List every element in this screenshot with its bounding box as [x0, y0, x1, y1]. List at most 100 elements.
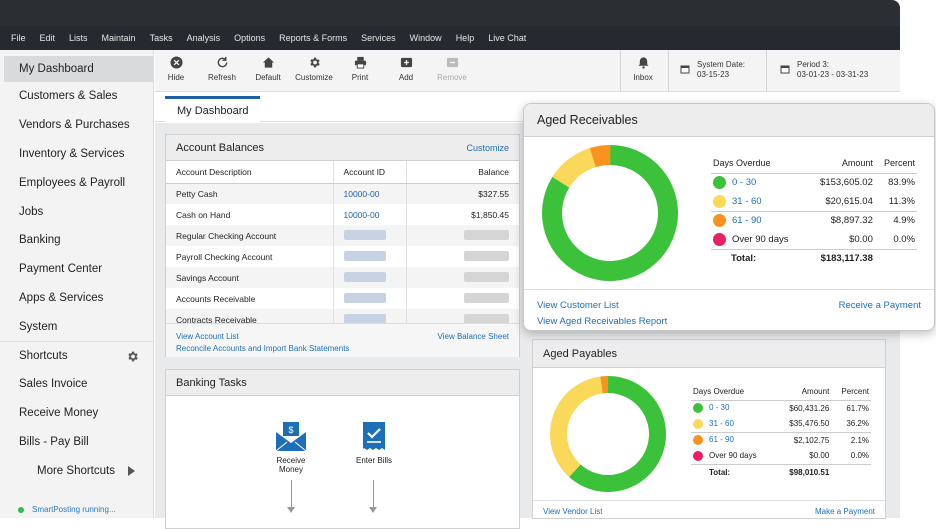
menu-analysis[interactable]: Analysis [186, 33, 221, 43]
add-folder-icon [400, 57, 412, 68]
account-description: Savings Account [166, 267, 334, 288]
arrow-down-icon [369, 507, 377, 513]
inbox-button[interactable]: Inbox [618, 50, 668, 92]
sidebar-item-customers-sales[interactable]: Customers & Sales [19, 90, 118, 103]
aging-bucket-label[interactable]: 31 - 60 [732, 195, 762, 207]
status-text: SmartPosting running... [32, 505, 116, 514]
more-shortcuts[interactable]: More Shortcuts [0, 456, 153, 485]
account-balance: $1,850.45 [471, 209, 509, 220]
customize-button[interactable]: Customize [289, 50, 339, 92]
toolbar-divider [766, 50, 767, 92]
menu-live-chat[interactable]: Live Chat [488, 33, 527, 43]
receive-money-task[interactable]: $ Receive Money [269, 422, 313, 474]
calendar-icon [680, 65, 690, 74]
view-balance-sheet-link[interactable]: View Balance Sheet [437, 332, 509, 341]
table-row[interactable]: 61 - 90 $8,897.32 4.9% [711, 211, 917, 230]
system-date-value: 03-15-23 [697, 70, 730, 79]
default-button[interactable]: Default [243, 50, 293, 92]
customize-link[interactable]: Customize [466, 142, 509, 153]
menu-services[interactable]: Services [361, 33, 396, 43]
menu-tasks[interactable]: Tasks [149, 33, 173, 43]
view-aged-receivables-report-link[interactable]: View Aged Receivables Report [537, 316, 668, 327]
aging-percent: 36.2% [846, 419, 869, 429]
sidebar-item-jobs[interactable]: Jobs [19, 205, 44, 218]
table-row[interactable]: Petty Cash 10000-00 $327.55 [166, 183, 519, 204]
remove-button[interactable]: Remove [427, 50, 477, 92]
menu-maintain[interactable]: Maintain [101, 33, 136, 43]
donut-slice-61---90 [600, 376, 608, 394]
make-payment-link[interactable]: Make a Payment [814, 507, 875, 516]
aged-receivables-table: Days Overdue Amount Percent 0 - 30 $153,… [711, 154, 917, 268]
menu-lists[interactable]: Lists [69, 33, 88, 43]
aging-percent: 11.3% [888, 195, 915, 207]
menu-options[interactable]: Options [234, 33, 266, 43]
home-icon [262, 57, 274, 68]
aging-bucket-label[interactable]: 0 - 30 [732, 177, 757, 189]
table-row[interactable]: 0 - 30 $153,605.02 83.9% [711, 173, 917, 192]
menu-file[interactable]: File [11, 33, 26, 43]
table-row[interactable]: 61 - 90 $2,102.75 2.1% [691, 432, 871, 448]
period-selector[interactable]: Period 3: 03-01-23 - 03-31-23 [780, 60, 868, 80]
table-row[interactable]: 31 - 60 $35,476.50 36.2% [691, 416, 871, 432]
view-account-list-link[interactable]: View Account List [176, 332, 239, 341]
receive-payment-link[interactable]: Receive a Payment [838, 300, 921, 311]
donut-slice-0---30 [569, 376, 666, 492]
total-label: Total: [709, 467, 731, 477]
aging-bucket-label[interactable]: 31 - 60 [709, 418, 734, 428]
account-id[interactable]: 10000-00 [333, 204, 407, 225]
donut-slice-31---60 [552, 148, 596, 188]
aging-percent: 83.9% [888, 177, 915, 189]
sidebar-item-payment-center[interactable]: Payment Center [19, 263, 103, 276]
panel-footer: View Account List View Balance Sheet Rec… [166, 323, 519, 357]
enter-bills-label: Enter Bills [355, 456, 392, 465]
menu-window[interactable]: Window [409, 33, 442, 43]
menu-edit[interactable]: Edit [39, 33, 56, 43]
account-description: Contracts Receivable [166, 309, 334, 323]
view-vendor-list-link[interactable]: View Vendor List [543, 507, 603, 516]
sidebar-item-my-dashboard[interactable]: My Dashboard [4, 56, 153, 82]
menu-help[interactable]: Help [455, 33, 475, 43]
aging-bucket-label[interactable]: 61 - 90 [732, 215, 762, 227]
hide-button[interactable]: Hide [151, 50, 201, 92]
table-row[interactable]: Over 90 days $0.00 0.0% [711, 230, 917, 249]
flow-arrow [291, 480, 292, 508]
table-row[interactable]: 31 - 60 $20,615.04 11.3% [711, 192, 917, 211]
table-row[interactable]: Payroll Checking Account [166, 246, 519, 267]
system-date[interactable]: System Date: 03-15-23 [680, 60, 745, 80]
account-table-wrapper: Account Description Account ID Balance P… [166, 161, 519, 323]
aging-amount: $2,102.75 [793, 435, 830, 445]
table-row[interactable]: Over 90 days $0.00 0.0% [691, 448, 871, 464]
print-button[interactable]: Print [335, 50, 385, 92]
add-button[interactable]: Add [381, 50, 431, 92]
reconcile-accounts-link[interactable]: Reconcile Accounts and Import Bank State… [176, 344, 350, 353]
table-row[interactable]: Cash on Hand 10000-00 $1,850.45 [166, 204, 519, 225]
sidebar-item-vendors-purchases[interactable]: Vendors & Purchases [19, 119, 130, 132]
shortcut-receive-money[interactable]: Receive Money [19, 407, 99, 420]
shortcut-bills-pay-bill[interactable]: Bills - Pay Bill [19, 435, 89, 448]
refresh-button[interactable]: Refresh [197, 50, 247, 92]
sidebar-item-employees-payroll[interactable]: Employees & Payroll [19, 176, 126, 189]
table-row[interactable]: Contracts Receivable [166, 309, 519, 323]
enter-bills-task[interactable]: Enter Bills [351, 422, 397, 465]
table-row[interactable]: 0 - 30 $60,431.26 61.7% [691, 400, 871, 416]
table-row[interactable]: Regular Checking Account [166, 225, 519, 246]
gear-icon[interactable] [126, 350, 139, 363]
shortcut-sales-invoice[interactable]: Sales Invoice [19, 378, 88, 391]
aging-bucket-label[interactable]: 0 - 30 [709, 403, 730, 413]
panel-header: Banking Tasks [166, 370, 519, 396]
account-id[interactable]: 10000-00 [333, 183, 407, 204]
sidebar-item-inventory-services[interactable]: Inventory & Services [19, 147, 125, 160]
menu-reports-forms[interactable]: Reports & Forms [279, 33, 348, 43]
sidebar-item-system[interactable]: System [19, 320, 58, 333]
sidebar-item-apps-services[interactable]: Apps & Services [19, 291, 104, 304]
total-row: Total: $183,117.38 [711, 249, 917, 268]
table-row[interactable]: Accounts Receivable [166, 288, 519, 309]
sidebar-item-banking[interactable]: Banking [19, 234, 61, 247]
view-customer-list-link[interactable]: View Customer List [537, 300, 619, 311]
table-row[interactable]: Savings Account [166, 267, 519, 288]
calendar-icon [780, 65, 790, 74]
account-id-redacted [333, 267, 407, 288]
aging-bucket-label[interactable]: 61 - 90 [709, 435, 734, 445]
column-header: Percent [883, 158, 915, 169]
tab-my-dashboard[interactable]: My Dashboard [165, 96, 260, 122]
